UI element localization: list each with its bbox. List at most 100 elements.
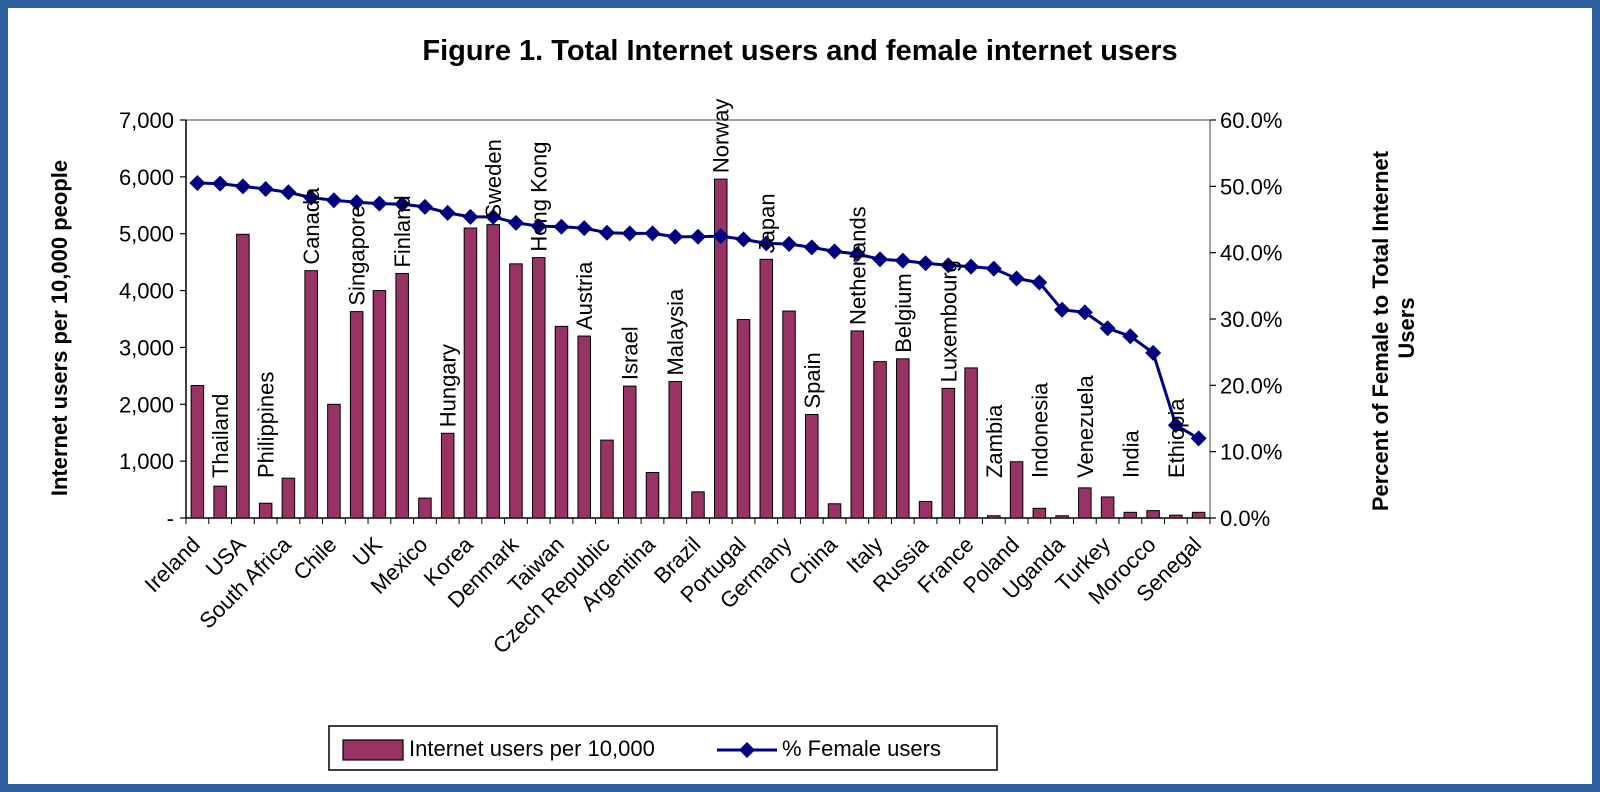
bar	[1100, 496, 1115, 519]
bar	[941, 387, 956, 519]
y-left-tick-label: 4,000	[119, 279, 174, 304]
bar	[691, 491, 705, 519]
y-left-tick-label: 5,000	[119, 222, 174, 247]
y-axis-right-title-line2: Users	[1394, 297, 1419, 358]
female-share-point	[849, 245, 866, 262]
legend-line-label: % Female users	[782, 736, 941, 761]
legend-box	[328, 725, 998, 771]
bar-category-label: Hungary	[436, 344, 461, 427]
female-share-point	[462, 208, 479, 225]
bar	[281, 477, 296, 519]
bar	[236, 233, 250, 519]
female-share-point	[940, 257, 957, 274]
female-share-point	[758, 235, 775, 252]
bar-category-label: Israel	[618, 326, 643, 380]
bar-category-label: Japan	[754, 193, 779, 253]
y-axis-left-title: Internet users per 10,000 people	[47, 160, 72, 496]
bar	[395, 273, 409, 519]
y-right-tick-label: 60.0%	[1220, 108, 1282, 133]
chart: Figure 1. Total Internet users and femal…	[47, 35, 1419, 771]
x-category-label: China	[784, 531, 843, 590]
chart-frame: Figure 1. Total Internet users and femal…	[8, 8, 1592, 784]
female-share-point	[234, 178, 251, 195]
female-share-point	[826, 243, 843, 260]
female-share-point	[348, 194, 365, 211]
bar	[418, 497, 432, 519]
bar	[577, 335, 591, 519]
bar	[805, 414, 819, 519]
bar	[327, 403, 341, 519]
y-left-tick-label: -	[167, 506, 174, 531]
bar	[258, 502, 273, 519]
x-category-label: Ireland	[140, 532, 205, 597]
bar-category-label: Venezuela	[1073, 374, 1098, 478]
y-right-tick-label: 10.0%	[1220, 440, 1282, 465]
y-axis-right-title: Percent of Female to Total Internet User…	[1368, 145, 1419, 511]
female-share-point	[1099, 320, 1116, 337]
bar	[736, 319, 751, 519]
female-share-point	[735, 231, 752, 248]
female-share-point	[667, 228, 684, 245]
bar	[372, 290, 387, 519]
bar	[1169, 514, 1183, 519]
y-right-tick-label: 40.0%	[1220, 241, 1282, 266]
bar	[987, 515, 1001, 519]
female-share-point	[985, 260, 1002, 277]
bar	[1146, 510, 1160, 519]
legend-bar-swatch	[342, 739, 404, 761]
female-share-point	[416, 198, 433, 215]
bar	[964, 367, 978, 519]
bar	[531, 257, 546, 519]
bar	[190, 385, 205, 519]
female-share-point	[439, 204, 456, 221]
bar	[645, 472, 660, 519]
female-share-point	[485, 208, 502, 225]
bar	[759, 258, 774, 519]
female-share-point	[507, 214, 524, 231]
female-share-point	[530, 218, 547, 235]
y-left-tick-label: 6,000	[119, 165, 174, 190]
bar-category-label: Netherlands	[845, 206, 870, 325]
axes: - 1,000 2,000 3,000 4,000 5,000 6,000 7,000 0.0%…	[119, 108, 1282, 531]
x-category-label: Chile	[288, 532, 341, 585]
chart-title: Figure 1. Total Internet users and femal…	[422, 35, 1177, 67]
bar-category-label: Belgium	[891, 273, 916, 352]
female-share-point	[394, 196, 411, 213]
female-share-point	[1145, 344, 1162, 361]
female-share-point	[1167, 417, 1184, 434]
bar	[440, 432, 455, 519]
bar-category-label: Singapore	[345, 205, 370, 305]
female-share-point	[781, 236, 798, 253]
female-share-point	[1122, 328, 1139, 345]
female-share-point	[553, 218, 570, 235]
bar	[1123, 511, 1138, 519]
bar	[213, 485, 227, 519]
y-right-tick-label: 20.0%	[1220, 373, 1282, 398]
bar-category-label: Indonesia	[1027, 382, 1052, 478]
bar	[1009, 461, 1024, 519]
bar-category-label: Philippines	[254, 372, 279, 478]
bar	[782, 310, 796, 519]
bar	[554, 325, 569, 519]
bars	[190, 178, 1206, 519]
bar	[668, 381, 683, 519]
bar-category-label: India	[1118, 430, 1143, 478]
y-left-tick-label: 7,000	[119, 108, 174, 133]
female-share-point	[1190, 430, 1207, 447]
bar-category-label: Zambia	[982, 404, 1007, 478]
female-share-point	[917, 255, 934, 272]
y-right-tick-label: 30.0%	[1220, 307, 1282, 332]
bar	[827, 503, 842, 519]
female-share-point	[280, 184, 297, 201]
y-left-tick-label: 1,000	[119, 449, 174, 474]
female-share-point	[598, 224, 615, 241]
bar	[304, 270, 318, 519]
bar	[1055, 515, 1069, 519]
y-right-tick-label: 50.0%	[1220, 174, 1282, 199]
bar-category-label: Austria	[572, 261, 597, 330]
female-share-point	[212, 175, 229, 192]
female-share-point	[257, 180, 274, 197]
bar	[896, 358, 910, 519]
bar	[349, 311, 364, 519]
female-share-point	[690, 228, 706, 245]
